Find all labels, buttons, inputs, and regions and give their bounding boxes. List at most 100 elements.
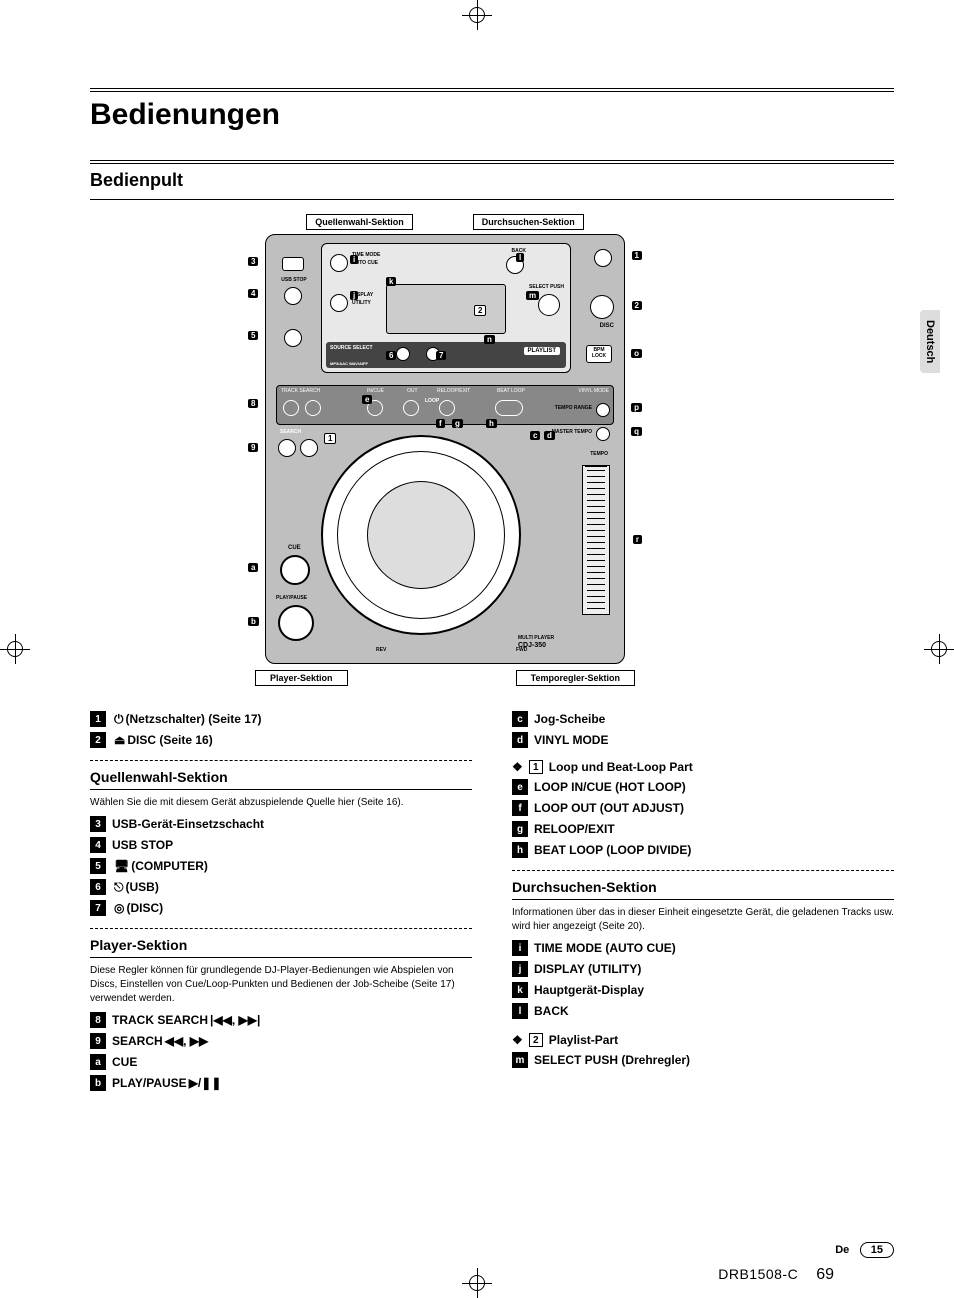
tempo-slider <box>582 465 610 615</box>
rule-top <box>90 88 894 92</box>
num-icon: 1 <box>90 711 106 727</box>
play-button-icon <box>278 605 314 641</box>
ref-text: SEARCH <box>112 1034 163 1048</box>
symbol-icon: 🖥 <box>114 859 129 873</box>
beatloop-icon <box>495 400 523 416</box>
ref-text: LOOP IN/CUE (HOT LOOP) <box>534 780 686 794</box>
ref-item: 4USB STOP <box>90 837 472 853</box>
ref-suffix: |◀◀, ▶▶| <box>210 1013 260 1027</box>
num-icon: b <box>90 1075 106 1091</box>
ref-text: TRACK SEARCH <box>112 1013 208 1027</box>
ref-suffix: ◀◀, ▶▶ <box>165 1034 209 1048</box>
group-num-icon: 1 <box>529 760 543 774</box>
callout-8: 8 <box>248 399 258 408</box>
ref-item: cJog-Scheibe <box>512 711 894 727</box>
disc-label: DISC <box>600 323 614 329</box>
num-icon: f <box>512 800 528 816</box>
ref-item: 5🖥(COMPUTER) <box>90 858 472 874</box>
usb-stop-icon <box>284 287 302 305</box>
ref-text: SELECT PUSH (Drehregler) <box>534 1053 690 1067</box>
ref-text: (DISC) <box>126 901 163 915</box>
diagram-label-source: Quellenwahl-Sektion <box>306 214 413 230</box>
search-rev-icon <box>278 439 296 457</box>
sec-source-title: Quellenwahl-Sektion <box>90 769 472 785</box>
master-tempo-icon <box>596 427 610 441</box>
callout-6: 6 <box>386 351 396 360</box>
eject-icon: ⏏ <box>114 733 125 747</box>
device-body: Pioneer DISC USB STOP TIME MODE AUTO CUE… <box>265 234 625 664</box>
cue-button-icon <box>280 555 310 585</box>
num-icon: 6 <box>90 879 106 895</box>
incue-label: IN/CUE <box>367 388 384 394</box>
callout-p: p <box>631 403 642 412</box>
callout-j: j <box>350 291 358 300</box>
ref-item: lBACK <box>512 1003 894 1019</box>
reloop-label: RELOOP/EXIT <box>437 388 470 394</box>
ref-item: eLOOP IN/CUE (HOT LOOP) <box>512 779 894 795</box>
callout-n: n <box>484 335 495 344</box>
group2-header: ❖ 2 Playlist-Part <box>512 1033 894 1047</box>
callout-9: 9 <box>248 443 258 452</box>
page-footer: De 15 <box>90 1240 894 1258</box>
loopout-icon <box>403 400 419 416</box>
rule <box>512 899 894 900</box>
page-content: Bedienungen Bedienpult Quellenwahl-Sekti… <box>90 60 894 1238</box>
ref-item: 9SEARCH ◀◀, ▶▶ <box>90 1033 472 1049</box>
callout-b: b <box>248 617 259 626</box>
book-footer: DRB1508-C 69 <box>718 1266 834 1284</box>
ref-item: kHauptgerät-Display <box>512 982 894 998</box>
num-icon: h <box>512 842 528 858</box>
mp3-label: MP3/AAC WAV/AIFF <box>330 361 368 366</box>
sec-player-desc: Diese Regler können für grundlegende DJ-… <box>90 964 472 1006</box>
ref-text: USB STOP <box>112 838 173 852</box>
jog-wheel <box>321 435 521 635</box>
ref-text: BEAT LOOP (LOOP DIVIDE) <box>534 843 691 857</box>
ref-text: VINYL MODE <box>534 733 608 747</box>
ts-prev-icon <box>283 400 299 416</box>
ref-item: 6⎋(USB) <box>90 879 472 895</box>
ref-item: fLOOP OUT (OUT ADJUST) <box>512 800 894 816</box>
callout-f: f <box>436 419 445 428</box>
tempo-range-icon <box>596 403 610 417</box>
sec-player-title: Player-Sektion <box>90 937 472 953</box>
num-icon: i <box>512 940 528 956</box>
group2-label: Playlist-Part <box>549 1033 618 1047</box>
callout-c: c <box>530 431 540 440</box>
rule <box>90 789 472 790</box>
source-select-label: SOURCE SELECT <box>330 345 373 351</box>
ref-item: m SELECT PUSH (Drehregler) <box>512 1052 894 1068</box>
num-icon: 8 <box>90 1012 106 1028</box>
page-title: Bedienungen <box>90 98 894 132</box>
model-sub: MULTI PLAYER <box>518 635 554 641</box>
callout-1: 1 <box>632 251 642 260</box>
left-column: 1 ⏻ (Netzschalter) (Seite 17) 2 ⏏ DISC (… <box>90 706 472 1096</box>
divider <box>90 928 472 929</box>
right-column: cJog-ScheibedVINYL MODE ❖ 1 Loop und Bea… <box>512 706 894 1096</box>
callout-7: 7 <box>436 351 446 360</box>
num-icon: a <box>90 1054 106 1070</box>
device-diagram: Quellenwahl-Sektion Durchsuchen-Sektion … <box>255 214 635 686</box>
diamond-icon: ❖ <box>512 760 523 774</box>
ref-text: (COMPUTER) <box>131 859 208 873</box>
main-display <box>386 284 506 334</box>
model-label: CDJ-350 <box>518 642 546 649</box>
diagram-label-browse: Durchsuchen-Sektion <box>473 214 584 230</box>
usb-slot-icon <box>282 257 304 271</box>
num-icon: d <box>512 732 528 748</box>
footer-code: DRB1508-C <box>718 1266 798 1282</box>
ref-text: (Netzschalter) (Seite 17) <box>126 712 262 726</box>
num-icon: 2 <box>90 732 106 748</box>
callout-l: l <box>516 253 524 262</box>
rule-subhead <box>90 199 894 200</box>
language-tab: Deutsch <box>920 310 940 373</box>
search-label: SEARCH <box>280 429 301 435</box>
num-icon: g <box>512 821 528 837</box>
diagram-label-tempo: Temporegler-Sektion <box>516 670 635 686</box>
callout-a: a <box>248 563 258 572</box>
footer-book-page: 69 <box>816 1266 834 1284</box>
ref-text: CUE <box>112 1055 137 1069</box>
num-icon: m <box>512 1052 528 1068</box>
vinylmode-label: VINYL MODE <box>578 388 609 394</box>
power-button-icon <box>594 249 612 267</box>
usb-stop-label: USB STOP <box>280 277 308 283</box>
